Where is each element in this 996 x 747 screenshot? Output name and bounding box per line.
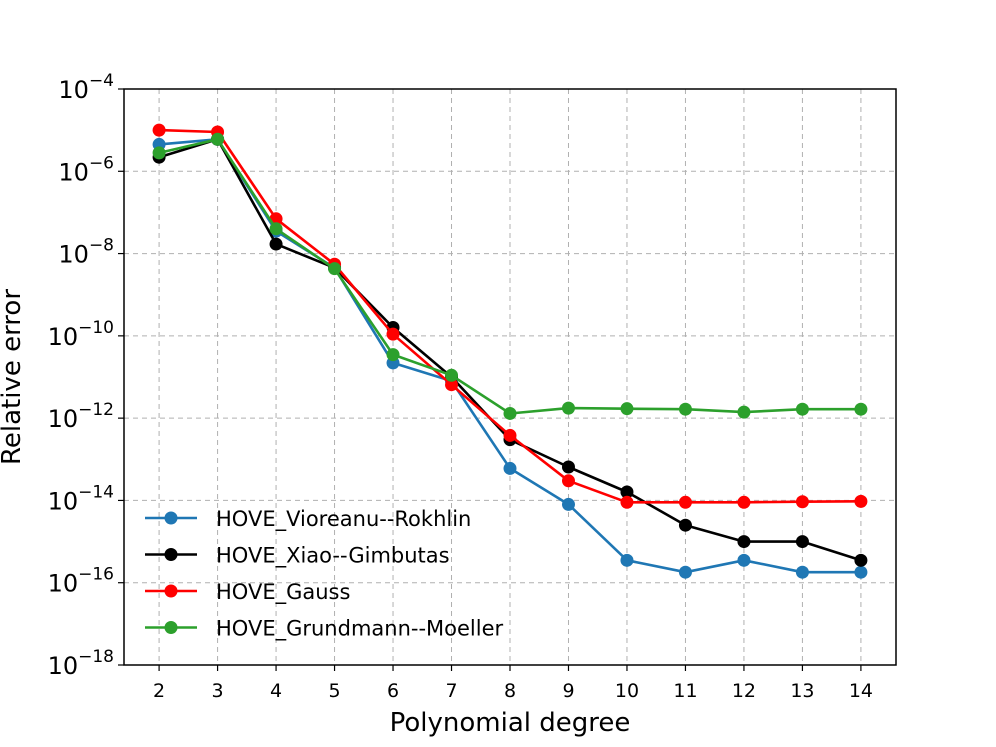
legend-label: HOVE_Grundmann--Moeller: [216, 617, 504, 642]
data-point: [854, 565, 868, 579]
x-tick-label: 3: [212, 680, 224, 702]
x-axis-label: Polynomial degree: [390, 708, 631, 738]
x-tick-label: 13: [790, 680, 814, 702]
y-tick-label: 10−8: [58, 236, 114, 269]
x-tick-label: 4: [270, 680, 282, 702]
data-point: [561, 474, 575, 488]
legend-label: HOVE_Gauss: [216, 580, 350, 605]
legend-marker: [164, 548, 178, 561]
x-tick-label: 8: [504, 680, 516, 702]
data-point: [328, 262, 342, 276]
data-point: [561, 497, 575, 511]
legend-label: HOVE_Vioreanu--Rokhlin: [216, 507, 471, 532]
data-point: [795, 495, 809, 509]
legend-item: HOVE_Vioreanu--Rokhlin: [145, 507, 471, 532]
data-point: [269, 237, 283, 251]
data-point: [678, 518, 692, 532]
y-tick-label: 10−10: [48, 318, 114, 351]
legend-item: HOVE_Gauss: [145, 580, 350, 605]
x-tick-label: 12: [732, 680, 756, 702]
data-point: [152, 123, 166, 137]
x-tick-label: 14: [849, 680, 873, 702]
data-point: [854, 494, 868, 508]
data-point: [561, 460, 575, 474]
data-point: [795, 565, 809, 579]
series-layer: [152, 123, 868, 579]
data-point: [152, 146, 166, 160]
data-point: [503, 428, 517, 442]
data-point: [503, 461, 517, 475]
y-tick-label: 10−4: [58, 71, 114, 104]
data-point: [386, 348, 400, 362]
y-tick-label: 10−16: [48, 565, 114, 598]
data-point: [737, 495, 751, 509]
data-point: [737, 553, 751, 567]
y-axis-label: Relative error: [0, 289, 27, 465]
data-point: [795, 402, 809, 416]
data-point: [620, 402, 634, 416]
x-tick-label: 6: [387, 680, 399, 702]
data-point: [620, 485, 634, 499]
series-4: [152, 132, 868, 420]
data-point: [445, 378, 459, 392]
data-point: [795, 535, 809, 549]
legend-label: HOVE_Xiao--Gimbutas: [216, 544, 450, 569]
data-point: [678, 565, 692, 579]
y-tick-label: 10−18: [48, 647, 114, 680]
y-tick-label: 10−6: [58, 153, 114, 186]
legend: HOVE_Vioreanu--Rokhlin HOVE_Xiao--Gimbuta…: [145, 507, 504, 642]
data-point: [854, 402, 868, 416]
x-tick-label: 10: [615, 680, 639, 702]
grid: [124, 89, 896, 665]
data-point: [211, 132, 225, 146]
data-point: [678, 495, 692, 509]
data-point: [678, 402, 692, 416]
y-tick-label: 10−12: [48, 400, 114, 433]
data-point: [503, 406, 517, 420]
data-point: [561, 401, 575, 415]
legend-item: HOVE_Xiao--Gimbutas: [145, 544, 450, 569]
legend-item: HOVE_Grundmann--Moeller: [145, 617, 504, 642]
ticks: 2 3 4 5 6 7 8 9 10 11 12 13 14 10−4 10−6 10−8 10−10 10−12…: [48, 71, 873, 702]
x-tick-label: 9: [562, 680, 574, 702]
legend-marker: [164, 511, 178, 525]
data-point: [386, 327, 400, 341]
y-tick-label: 10−14: [48, 482, 114, 515]
x-tick-label: 7: [445, 680, 457, 702]
data-point: [620, 553, 634, 567]
legend-marker: [164, 621, 178, 634]
x-tick-label: 5: [328, 680, 340, 702]
data-point: [737, 535, 751, 549]
data-point: [445, 368, 459, 382]
data-point: [854, 553, 868, 567]
x-tick-label: 2: [153, 680, 165, 702]
legend-marker: [164, 584, 178, 598]
data-point: [620, 495, 634, 509]
x-tick-label: 11: [673, 680, 697, 702]
data-point: [269, 222, 283, 236]
data-point: [737, 405, 751, 419]
